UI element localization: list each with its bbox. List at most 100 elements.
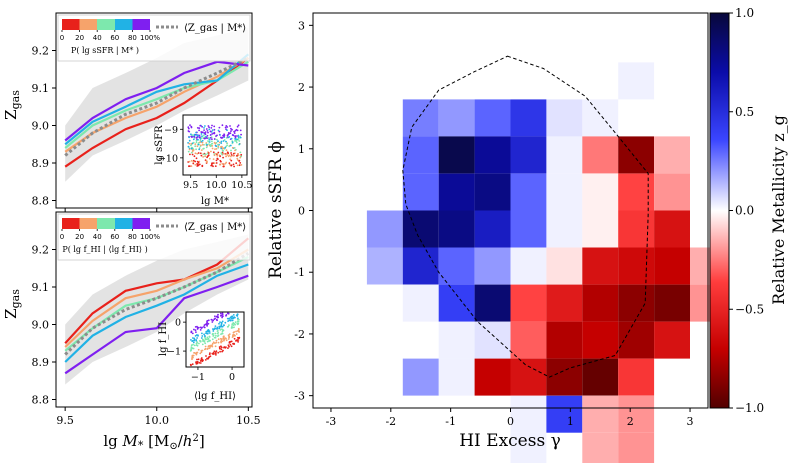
inset-point (191, 134, 194, 137)
inset-point (236, 313, 239, 316)
inset-point (191, 363, 194, 366)
inset-point (237, 153, 240, 155)
inset-point (220, 136, 222, 139)
inset-point (234, 323, 237, 326)
inset-point (225, 346, 227, 348)
heatmap-cell (618, 432, 655, 463)
inset-point (211, 140, 213, 143)
series-line-2 (64, 248, 249, 348)
inset-point (213, 318, 216, 321)
inset-point (226, 154, 229, 156)
heatmap-y-tick-label: -1 (294, 266, 305, 279)
inset-point (197, 161, 200, 164)
inset-point (214, 325, 217, 327)
inset-point (217, 313, 219, 316)
inset-point (231, 134, 234, 136)
heatmap-cell (474, 173, 511, 211)
inset-point (227, 344, 230, 347)
inset-point (203, 147, 205, 150)
inset-point (216, 326, 219, 329)
inset-point (219, 155, 222, 158)
inset-point (228, 317, 231, 320)
inset-point (219, 329, 222, 331)
inset-point (227, 347, 229, 349)
bottom-inset-scatter (189, 312, 241, 367)
inset-y-tick-label: −10 (158, 153, 178, 164)
inset-point (201, 143, 204, 146)
heatmap-cell (546, 247, 583, 285)
inset-point (221, 320, 224, 323)
inset-point (215, 339, 218, 342)
inset-point (239, 129, 242, 132)
heatmap-cell (654, 136, 690, 174)
metallicity-colorbar (709, 12, 730, 409)
inset-point (192, 354, 195, 357)
inset-point (212, 165, 214, 168)
heatmap-cell (582, 358, 619, 396)
inset-point (215, 328, 218, 330)
inset-point (229, 144, 232, 147)
bottom-x-ticks: 9.5 10.0 10.5 (56, 407, 261, 427)
inset-point (201, 135, 203, 138)
y-tick-label: 9.1 (32, 82, 50, 95)
inset-point (218, 126, 221, 129)
inset-point (207, 322, 210, 325)
inset-point (230, 152, 233, 154)
inset-point (190, 344, 193, 347)
legend-colorbar-tick-label: 40 (93, 34, 102, 42)
heatmap-cell (402, 136, 439, 174)
inset-point (224, 146, 227, 149)
bottom-series-lines (64, 237, 250, 375)
inset-point (225, 140, 227, 143)
heatmap-cell (366, 210, 403, 248)
inset-point (200, 133, 203, 135)
heatmap-cell (582, 173, 619, 211)
inset-point (188, 148, 191, 151)
inset-point (213, 132, 216, 135)
inset-point (210, 318, 213, 321)
bottom-inset: −1 0 0 −1 lg f_HI ⟨lg f_HI⟩ (158, 311, 245, 402)
inset-point (237, 154, 240, 157)
inset-point (187, 150, 190, 153)
inset-point (206, 130, 209, 132)
inset-point (232, 154, 234, 157)
inset-point (199, 141, 202, 144)
inset-point (219, 314, 222, 317)
inset-point (239, 151, 242, 154)
inset-point (204, 125, 206, 127)
inset-point (194, 152, 197, 155)
inset-point (214, 142, 217, 145)
inset-point (206, 340, 209, 343)
inset-point (193, 339, 196, 342)
inset-point (238, 140, 241, 142)
inset-point (206, 325, 209, 327)
inset-point (220, 152, 223, 154)
inset-point (208, 141, 211, 143)
inset-point (222, 156, 225, 159)
inset-point (190, 142, 193, 145)
inset-point (221, 350, 224, 353)
inset-point (205, 128, 208, 130)
heatmap-cell (402, 284, 439, 322)
inset-point (201, 349, 204, 352)
inset-point (215, 159, 218, 162)
inset-point (201, 326, 204, 329)
inset-point (227, 338, 230, 340)
inset-point (201, 141, 204, 144)
inset-point (223, 346, 226, 348)
inset-point (190, 165, 193, 168)
inset-point (218, 322, 220, 325)
inset-point (204, 155, 207, 158)
inset-point (211, 321, 214, 323)
inset-point (221, 332, 224, 335)
inset-point (212, 332, 214, 335)
inset-point (223, 133, 226, 136)
inset-point (238, 318, 240, 321)
bottom-inset-ylabel: lg f_HI (158, 322, 169, 356)
inset-point (228, 333, 231, 335)
inset-point (203, 127, 205, 129)
inset-point (191, 340, 194, 342)
inset-point (228, 345, 230, 348)
series-line-3 (64, 256, 249, 352)
inset-point (188, 139, 191, 142)
